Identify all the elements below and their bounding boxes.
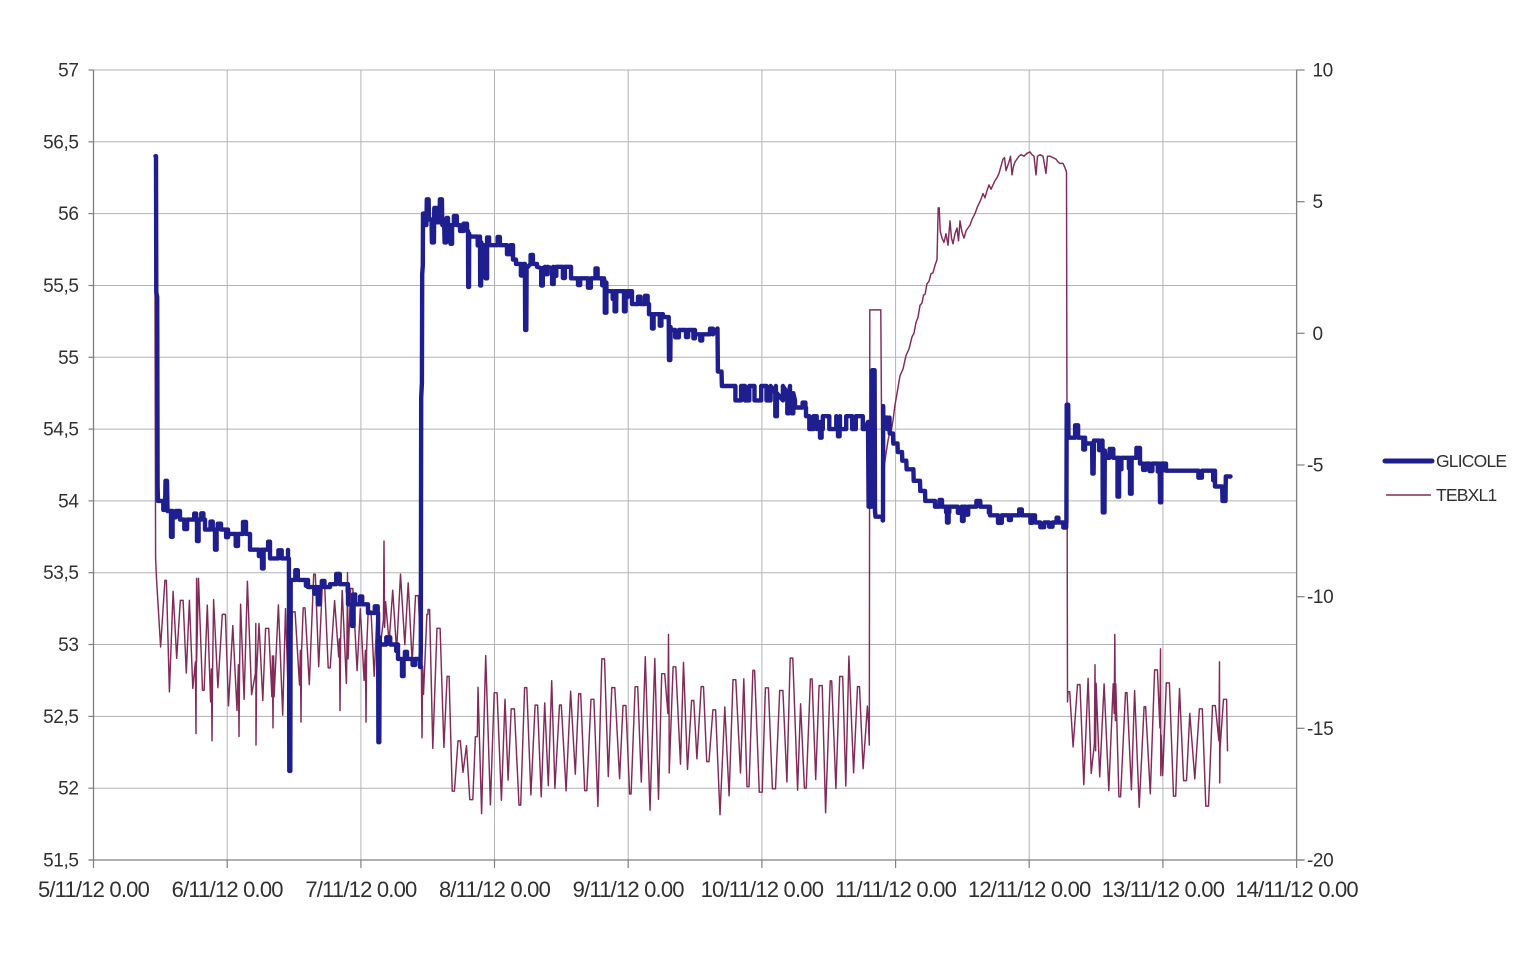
svg-text:54: 54 xyxy=(58,491,79,512)
svg-text:52,5: 52,5 xyxy=(43,707,78,728)
svg-text:9/11/12 0.00: 9/11/12 0.00 xyxy=(573,877,685,902)
svg-text:57: 57 xyxy=(58,61,78,82)
svg-text:0: 0 xyxy=(1313,324,1323,345)
svg-text:14/11/12 0.00: 14/11/12 0.00 xyxy=(1235,877,1358,902)
svg-text:-5: -5 xyxy=(1307,456,1323,477)
svg-text:-20: -20 xyxy=(1307,851,1333,872)
svg-text:13/11/12 0.00: 13/11/12 0.00 xyxy=(1102,877,1225,902)
svg-text:GLICOLE: GLICOLE xyxy=(1436,451,1506,471)
svg-text:52: 52 xyxy=(58,779,78,800)
svg-text:53,5: 53,5 xyxy=(43,563,78,584)
svg-text:8/11/12 0.00: 8/11/12 0.00 xyxy=(439,877,551,902)
svg-text:10: 10 xyxy=(1313,61,1333,82)
svg-text:-10: -10 xyxy=(1307,587,1333,608)
svg-text:51,5: 51,5 xyxy=(43,851,78,872)
svg-text:55: 55 xyxy=(58,348,78,369)
svg-text:11/11/12 0.00: 11/11/12 0.00 xyxy=(835,877,956,902)
svg-text:5/11/12 0.00: 5/11/12 0.00 xyxy=(38,877,150,902)
svg-text:56,5: 56,5 xyxy=(43,132,78,153)
svg-text:-15: -15 xyxy=(1307,719,1333,740)
svg-text:6/11/12 0.00: 6/11/12 0.00 xyxy=(172,877,284,902)
svg-text:55,5: 55,5 xyxy=(43,276,78,297)
svg-text:7/11/12 0.00: 7/11/12 0.00 xyxy=(305,877,417,902)
svg-text:56: 56 xyxy=(58,204,78,225)
svg-text:53: 53 xyxy=(58,635,78,656)
svg-text:10/11/12 0.00: 10/11/12 0.00 xyxy=(701,877,824,902)
svg-text:TEBXL1: TEBXL1 xyxy=(1436,485,1496,505)
svg-text:12/11/12 0.00: 12/11/12 0.00 xyxy=(968,877,1091,902)
svg-text:54,5: 54,5 xyxy=(43,420,78,441)
svg-text:5: 5 xyxy=(1313,192,1323,213)
